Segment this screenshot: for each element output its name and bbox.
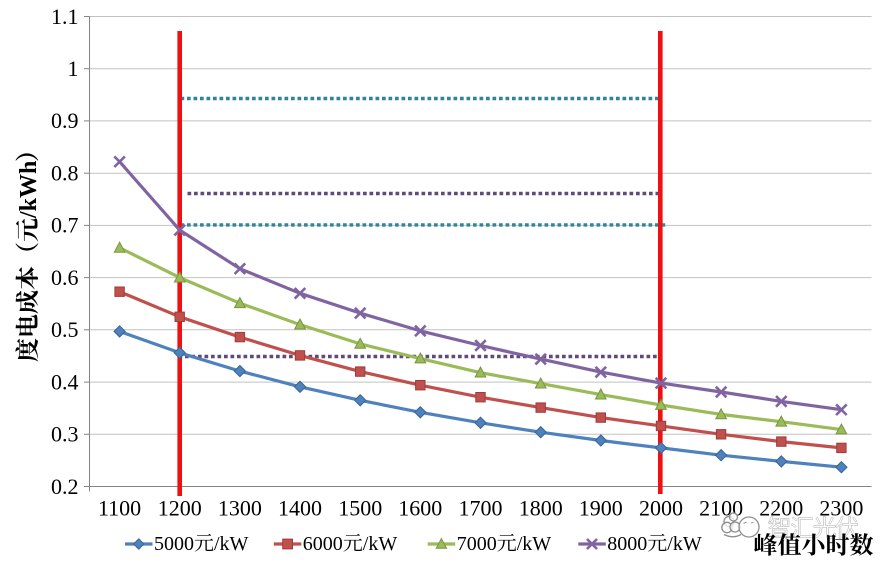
svg-text:/kWh: /kWh [16,161,42,219]
svg-text:0.8: 0.8 [51,161,79,186]
svg-text:1400: 1400 [278,495,322,520]
svg-text:2200: 2200 [759,495,803,520]
svg-text:/kW: /kW [667,533,702,555]
svg-text:1600: 1600 [398,495,442,520]
svg-text:0.4: 0.4 [51,369,79,394]
svg-text:1: 1 [68,56,79,81]
svg-text:0.3: 0.3 [51,422,79,447]
svg-text:1.1: 1.1 [51,4,79,29]
svg-text:5000: 5000 [154,533,194,555]
svg-text:2000: 2000 [639,495,683,520]
svg-text:0.9: 0.9 [51,108,79,133]
svg-text:/kW: /kW [363,533,398,555]
svg-text:8000: 8000 [607,533,647,555]
svg-text:/kW: /kW [517,533,552,555]
svg-text:0.5: 0.5 [51,317,79,342]
svg-text:1800: 1800 [519,495,563,520]
svg-text:0.2: 0.2 [51,474,79,499]
svg-text:/kW: /kW [214,533,249,555]
svg-text:7000: 7000 [457,533,497,555]
svg-text:1100: 1100 [98,495,141,520]
svg-text:0.7: 0.7 [51,213,79,238]
svg-text:6000: 6000 [303,533,343,555]
svg-text:1300: 1300 [218,495,262,520]
svg-text:1200: 1200 [158,495,202,520]
svg-text:1500: 1500 [338,495,382,520]
svg-text:0.6: 0.6 [51,265,79,290]
svg-text:1900: 1900 [579,495,623,520]
svg-text:1700: 1700 [459,495,503,520]
